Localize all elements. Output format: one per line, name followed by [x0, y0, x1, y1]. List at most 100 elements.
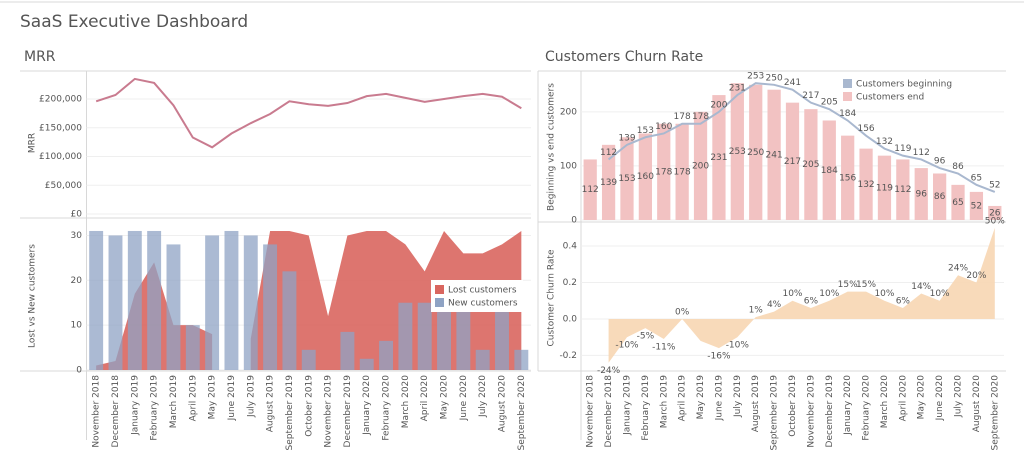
bar	[301, 349, 316, 370]
bar	[693, 111, 708, 220]
legend-box	[431, 280, 523, 312]
data-label: 200	[710, 100, 727, 110]
x-tick-label: January 2019	[130, 375, 140, 436]
x-tick-label: October 2019	[788, 375, 798, 437]
bar	[620, 137, 634, 220]
bar	[379, 340, 394, 370]
data-label: 200	[692, 161, 709, 171]
data-label: 86	[934, 192, 946, 202]
x-tick-label: May 2019	[696, 375, 706, 420]
data-label: 178	[674, 112, 691, 122]
bar	[841, 135, 855, 220]
data-label: 6%	[896, 297, 911, 307]
bar	[969, 191, 984, 220]
data-label: 153	[618, 174, 635, 184]
data-label: 65	[971, 173, 982, 183]
data-label: 10%	[782, 289, 802, 299]
data-label: 217	[802, 91, 819, 101]
data-label: 15%	[838, 280, 858, 290]
data-label: 112	[894, 185, 911, 195]
x-tick-label: November 2019	[806, 375, 816, 448]
data-label: 184	[821, 166, 838, 176]
y-axis-title: Beginning vs end customers	[547, 83, 557, 211]
data-label: 112	[600, 148, 617, 158]
x-tick-label: June 2020	[459, 375, 469, 422]
bar	[359, 358, 374, 370]
bar	[767, 89, 781, 220]
bar	[185, 325, 200, 370]
bar	[712, 95, 726, 220]
data-label: 112	[582, 185, 599, 195]
data-label: -10%	[615, 341, 639, 351]
y-tick-label: 0.4	[563, 242, 578, 252]
bar	[988, 205, 1002, 220]
data-label: 250	[766, 73, 783, 83]
x-tick-label: December 2018	[604, 375, 614, 448]
data-label: 6%	[804, 297, 819, 307]
y-tick-label: 20	[71, 276, 83, 286]
data-label: 20%	[966, 271, 986, 281]
data-label: 178	[655, 167, 672, 177]
data-label: -11%	[652, 343, 676, 353]
data-label: 52	[971, 201, 982, 211]
y-tick-label: £150,000	[39, 123, 82, 133]
bar	[601, 144, 616, 220]
bar	[108, 235, 123, 370]
data-label: 250	[747, 148, 764, 158]
bar	[804, 109, 818, 220]
bar	[417, 302, 432, 370]
line	[95, 77, 522, 149]
x-tick-label: November 2019	[324, 375, 334, 448]
x-tick-label: February 2019	[641, 375, 651, 441]
x-tick-label: December 2019	[825, 375, 835, 448]
data-label: 119	[876, 183, 893, 193]
y-tick-label: 30	[71, 231, 83, 241]
data-label: 52	[989, 180, 1000, 190]
x-tick-label: August 2019	[266, 375, 276, 433]
legend-label: Customers beginning	[856, 80, 952, 90]
line	[607, 82, 996, 193]
data-label: 241	[766, 150, 783, 160]
data-label: 156	[857, 124, 874, 134]
x-tick-label: March 2019	[659, 375, 669, 428]
x-tick-label: August 2020	[498, 375, 508, 433]
bar	[205, 235, 220, 370]
data-label: 10%	[930, 289, 950, 299]
x-tick-label: March 2020	[880, 375, 890, 428]
bar	[675, 123, 689, 220]
bar	[785, 102, 800, 220]
x-tick-label: November 2018	[586, 375, 596, 448]
bar	[89, 230, 104, 370]
x-tick-label: April 2019	[678, 375, 688, 422]
bar	[495, 302, 509, 370]
bar	[896, 159, 910, 220]
data-label: -10%	[726, 341, 750, 351]
data-label: 15%	[856, 280, 876, 290]
x-tick-label: March 2020	[401, 375, 411, 428]
bar	[583, 159, 597, 220]
x-tick-label: September 2020	[517, 375, 527, 451]
bar	[398, 302, 413, 370]
data-label: 160	[655, 122, 672, 132]
x-tick-label: May 2020	[440, 375, 450, 420]
y-tick-label: 0	[76, 366, 82, 376]
data-label: 231	[710, 153, 727, 163]
data-label: 119	[894, 144, 911, 154]
data-label: 231	[729, 84, 746, 94]
legend-label: New customers	[448, 299, 518, 309]
data-label: 14%	[911, 282, 931, 292]
data-label: 96	[916, 190, 928, 200]
data-label: 205	[802, 160, 819, 170]
data-label: 65	[952, 198, 963, 208]
x-tick-label: April 2020	[420, 375, 430, 422]
y-tick-label: 0.0	[563, 314, 578, 324]
data-label: -16%	[707, 352, 731, 362]
x-tick-label: January 2020	[843, 375, 853, 436]
bar	[127, 230, 142, 370]
x-tick-label: June 2019	[227, 375, 237, 422]
x-tick-label: July 2020	[954, 375, 964, 418]
data-label: 178	[692, 112, 709, 122]
bar	[749, 84, 763, 220]
bar	[456, 298, 471, 370]
x-tick-label: December 2019	[343, 375, 353, 448]
